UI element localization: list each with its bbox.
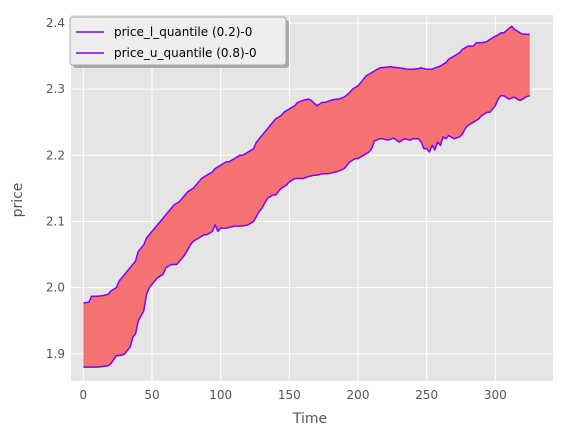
x-tick-label: 200 [347, 388, 370, 402]
y-tick-label: 2.1 [46, 214, 65, 228]
x-tick-label: 300 [484, 388, 507, 402]
y-tick-label: 2.0 [46, 281, 65, 295]
y-axis-label: price [10, 183, 26, 218]
series-line-0 [83, 94, 530, 368]
legend-box [69, 16, 287, 66]
legend-label-lower: price_l_quantile (0.2)-0 [114, 25, 252, 39]
x-axis-label: Time [292, 411, 327, 427]
x-tick-label: 0 [80, 388, 88, 402]
y-axis-ticks: 1.9 2.0 2.1 2.2 2.3 2.4 [46, 16, 65, 361]
y-tick-label: 2.4 [46, 16, 65, 30]
series-line-1 [83, 25, 530, 304]
y-tick-label: 2.2 [46, 148, 65, 162]
legend: price_l_quantile (0.2)-0 price_u_quantil… [69, 16, 289, 68]
quantile-band [83, 26, 530, 368]
y-tick-label: 1.9 [46, 347, 65, 361]
y-tick-label: 2.3 [46, 82, 65, 96]
legend-label-upper: price_u_quantile (0.8)-0 [114, 46, 257, 60]
x-tick-label: 150 [278, 388, 301, 402]
x-tick-label: 250 [415, 388, 438, 402]
x-axis-ticks: 0 50 100 150 200 250 300 [80, 388, 507, 402]
x-tick-label: 100 [209, 388, 232, 402]
x-tick-label: 50 [144, 388, 159, 402]
series-lines [83, 25, 530, 368]
